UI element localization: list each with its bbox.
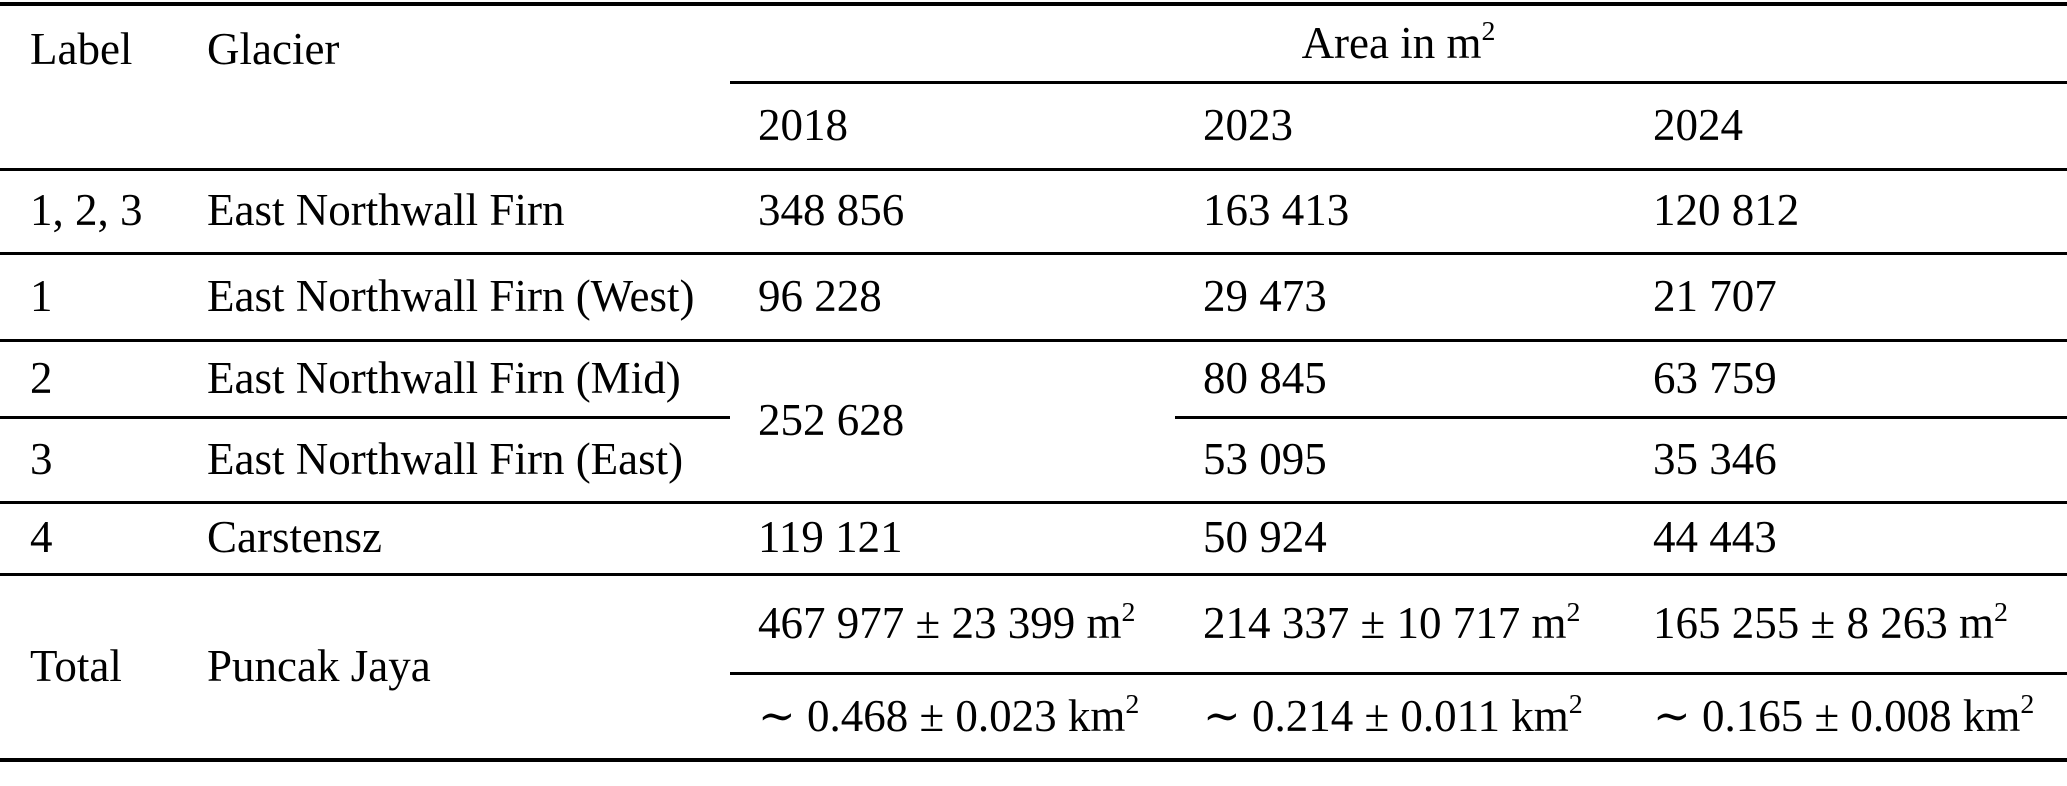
cell-total-m2-2023: 214 337 ± 10 717 m2 <box>1175 574 1625 675</box>
header-row-years: 2018 2023 2024 <box>0 82 2067 171</box>
total-m2-2024-exponent: 2 <box>1993 596 2008 628</box>
cell-total-label: Total <box>30 641 122 692</box>
cell-label: 3 <box>0 417 175 504</box>
cell-total-km2-2023: ∼ 0.214 ± 0.011 km2 <box>1175 673 1625 760</box>
header-area-group-exponent: 2 <box>1481 16 1496 48</box>
header-year-2024: 2024 <box>1625 82 2067 171</box>
total-m2-2024-text: 165 255 ± 8 263 m <box>1653 597 1994 648</box>
header-year-2023: 2023 <box>1175 82 1625 171</box>
total-m2-2018-text: 467 977 ± 23 399 m <box>758 597 1122 648</box>
cell-area-2024: 35 346 <box>1625 417 2067 504</box>
cell-area-2024: 120 812 <box>1625 169 2067 255</box>
total-km2-2018-text: ∼ 0.468 ± 0.023 km <box>758 690 1126 741</box>
cell-area-2023: 80 845 <box>1175 340 1625 419</box>
cell-area-2023: 53 095 <box>1175 417 1625 504</box>
cell-area-2023: 163 413 <box>1175 169 1625 255</box>
cell-total-m2-2018: 467 977 ± 23 399 m2 <box>730 574 1175 675</box>
total-m2-2023-text: 214 337 ± 10 717 m <box>1203 597 1567 648</box>
total-m2-2023-exponent: 2 <box>1566 596 1581 628</box>
cell-label: 1 <box>0 253 175 342</box>
table-row-carstensz: 4 Carstensz 119 121 50 924 44 443 <box>0 502 2067 576</box>
header-row-group: Label Glacier Area in m2 <box>0 4 2067 171</box>
table-row-enf-east: 3 East Northwall Firn (East) 53 095 35 3… <box>0 417 2067 504</box>
cell-area-2018: 348 856 <box>730 169 1175 255</box>
total-km2-2018-exponent: 2 <box>1125 689 1140 721</box>
header-area-group-text: Area in m <box>1301 17 1482 68</box>
table-row-total-m2: Total Puncak Jaya 467 977 ± 23 399 m2 21… <box>0 574 2067 690</box>
cell-glacier: East Northwall Firn <box>175 169 730 255</box>
cell-area-2023: 29 473 <box>1175 253 1625 342</box>
header-glacier: Glacier <box>175 4 730 171</box>
cell-area-2024: 21 707 <box>1625 253 2067 342</box>
cell-area-2024: 44 443 <box>1625 502 2067 576</box>
cell-area-2018-merged: 252 628 <box>730 340 1175 504</box>
cell-area-2024: 63 759 <box>1625 340 2067 419</box>
header-area-group: Area in m2 <box>730 4 2067 84</box>
table-row-enf: 1, 2, 3 East Northwall Firn 348 856 163 … <box>0 169 2067 255</box>
cell-area-2018: 96 228 <box>730 253 1175 342</box>
table-row-enf-west: 1 East Northwall Firn (West) 96 228 29 4… <box>0 253 2067 342</box>
header-label: Label <box>0 4 175 171</box>
total-km2-2023-exponent: 2 <box>1568 689 1583 721</box>
glacier-area-table: Label Glacier Area in m2 2018 2023 2024 … <box>0 2 2067 762</box>
total-km2-2024-exponent: 2 <box>2020 689 2035 721</box>
header-year-2018: 2018 <box>730 82 1175 171</box>
cell-label: 4 <box>0 502 175 576</box>
cell-total-glacier: Puncak Jaya <box>207 641 431 692</box>
cell-area-2023: 50 924 <box>1175 502 1625 576</box>
cell-total-m2-2024: 165 255 ± 8 263 m2 <box>1625 574 2067 675</box>
cell-glacier: East Northwall Firn (Mid) <box>175 340 730 419</box>
cell-total-km2-2024: ∼ 0.165 ± 0.008 km2 <box>1625 673 2067 760</box>
table-row-total-km2: ∼ 0.468 ± 0.023 km2 ∼ 0.214 ± 0.011 km2 … <box>0 673 2067 760</box>
total-m2-2018-exponent: 2 <box>1121 596 1136 628</box>
cell-glacier: East Northwall Firn (West) <box>175 253 730 342</box>
cell-glacier: Carstensz <box>175 502 730 576</box>
total-km2-2024-text: ∼ 0.165 ± 0.008 km <box>1653 690 2021 741</box>
table-row-enf-mid: 2 East Northwall Firn (Mid) 252 628 80 8… <box>0 340 2067 504</box>
cell-label: 2 <box>0 340 175 419</box>
cell-label: 1, 2, 3 <box>0 169 175 255</box>
total-km2-2023-text: ∼ 0.214 ± 0.011 km <box>1203 690 1569 741</box>
cell-area-2018: 119 121 <box>730 502 1175 576</box>
cell-total-km2-2018: ∼ 0.468 ± 0.023 km2 <box>730 673 1175 760</box>
cell-glacier: East Northwall Firn (East) <box>175 417 730 504</box>
